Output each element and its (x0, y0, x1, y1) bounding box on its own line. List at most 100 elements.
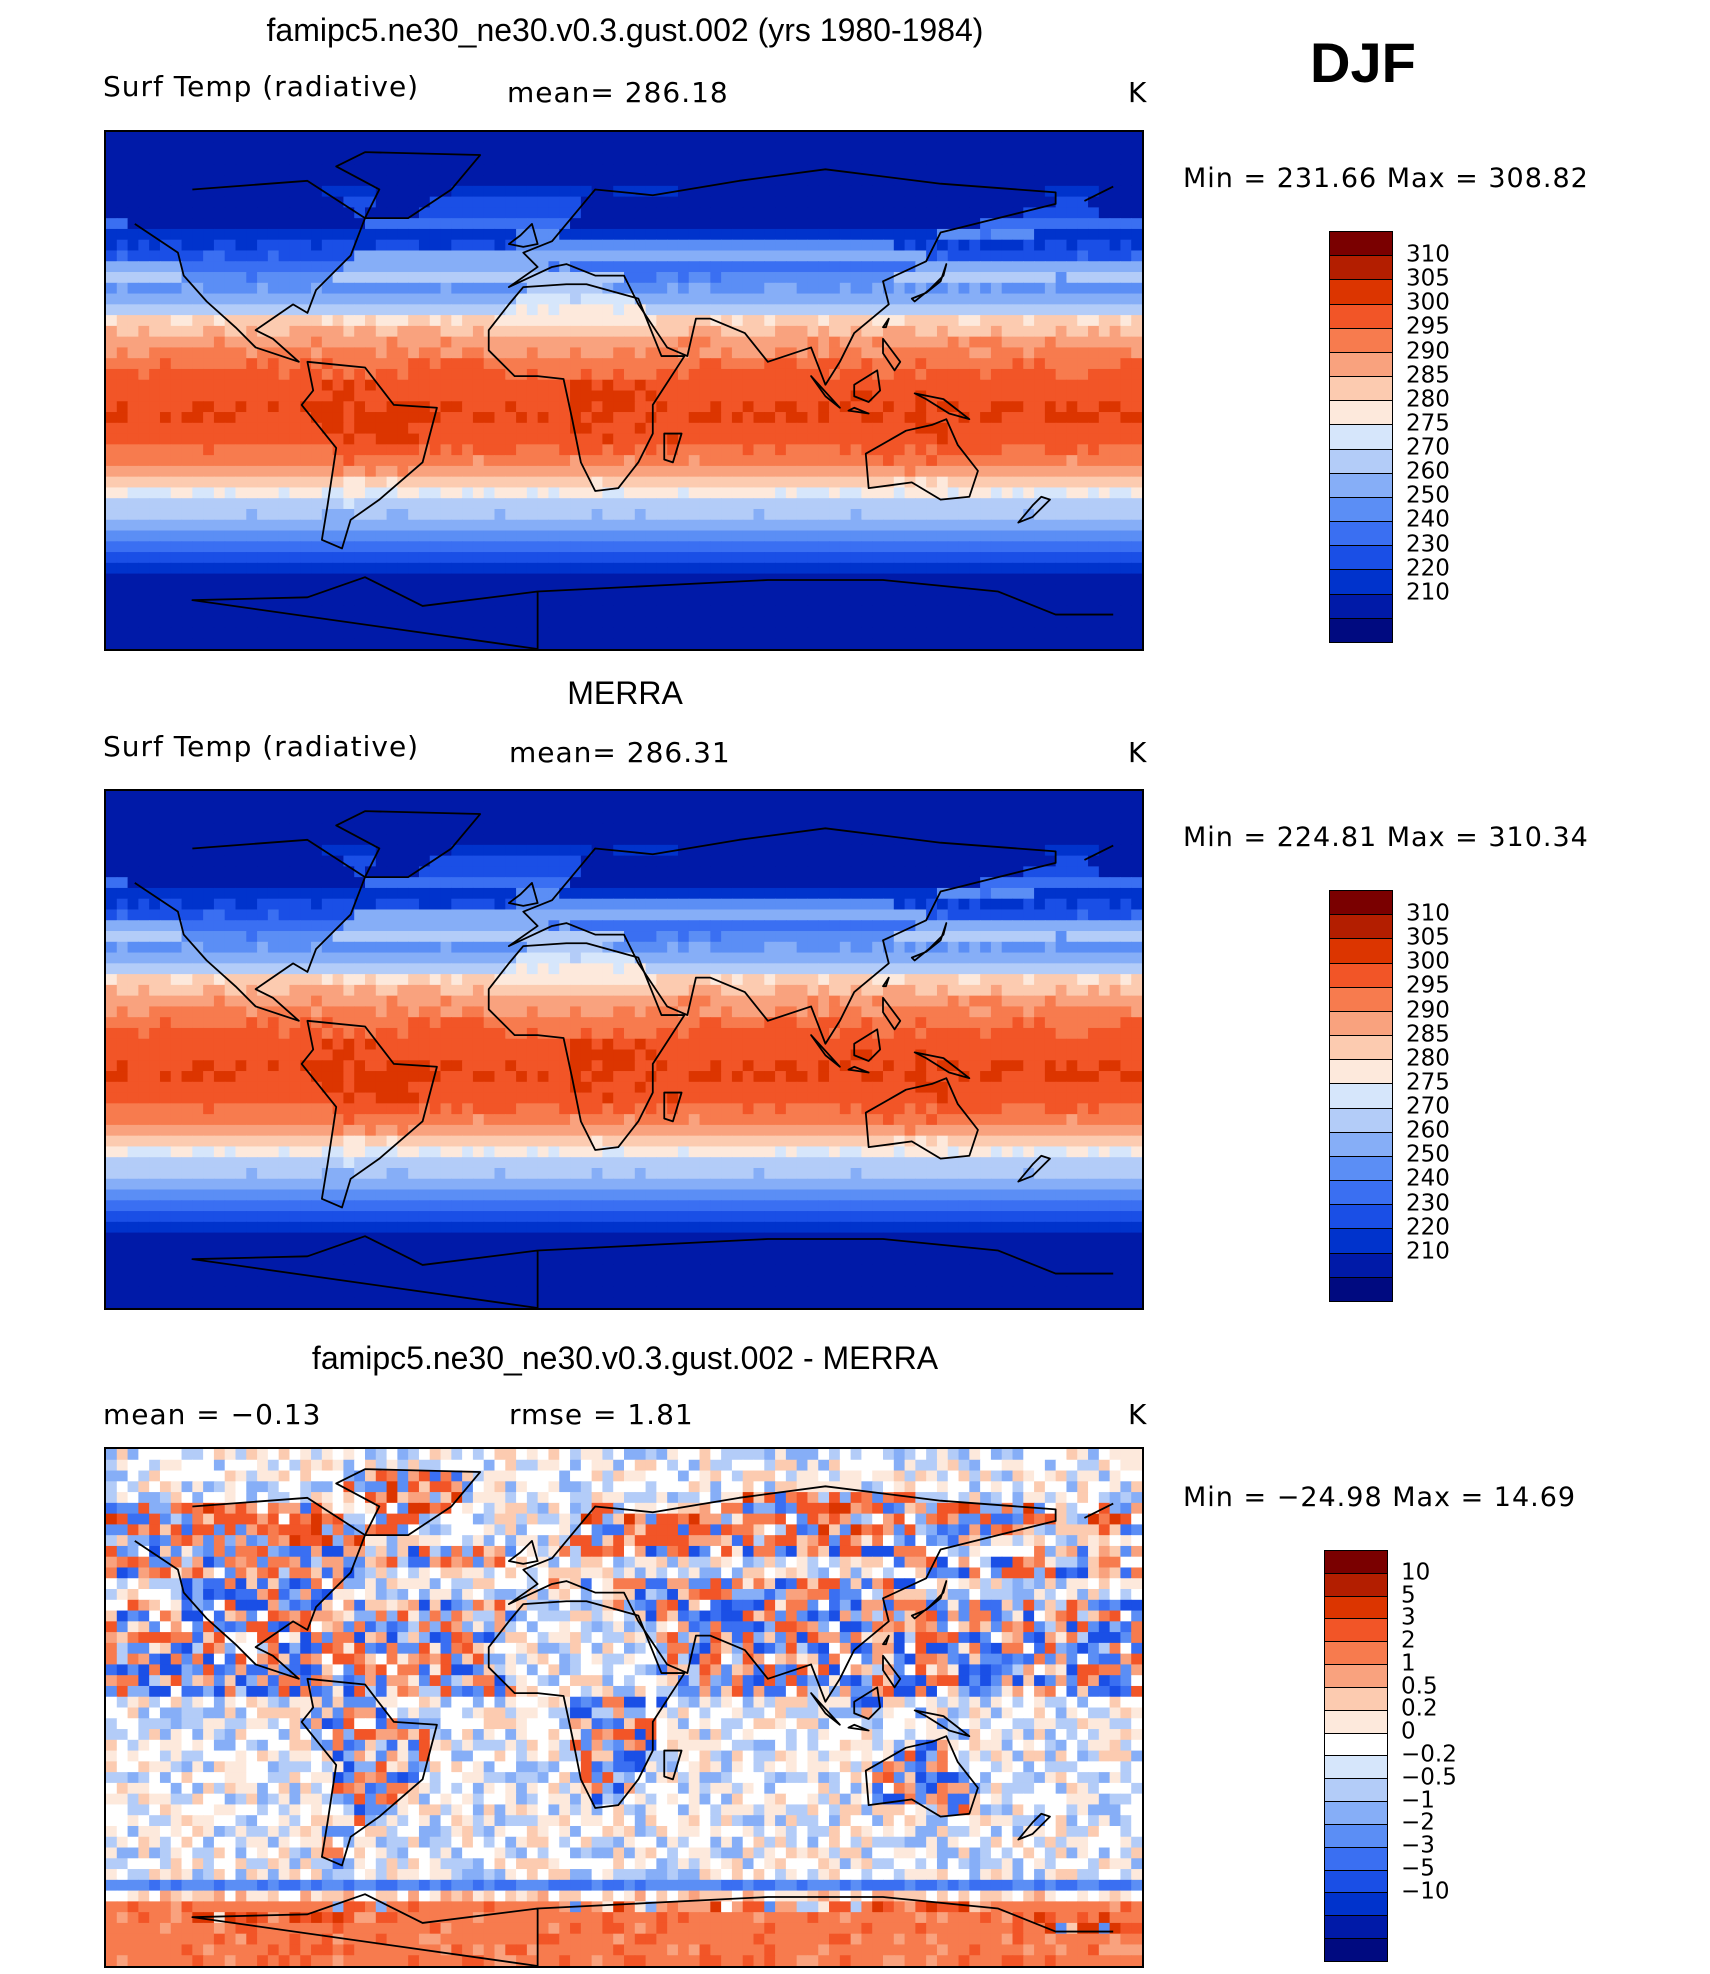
field-cell (969, 250, 981, 262)
field-cell (462, 616, 474, 629)
field-cell (1023, 132, 1035, 144)
field-cell (267, 325, 280, 338)
field-cell (408, 379, 420, 392)
field-cell (548, 390, 560, 402)
field-cell (731, 272, 744, 284)
field-cell (224, 616, 237, 629)
field-cell (829, 791, 841, 803)
field-cell (936, 336, 949, 349)
field-cell (537, 390, 550, 402)
field-cell (1088, 455, 1100, 467)
field-cell (106, 487, 118, 499)
field-cell (138, 315, 150, 327)
field-cell (321, 390, 334, 402)
field-cell (731, 412, 744, 424)
field-cell (106, 304, 118, 316)
field-cell (1044, 196, 1057, 208)
field-cell (807, 325, 819, 338)
field-cell (645, 455, 657, 467)
field-cell (516, 422, 528, 435)
field-cell (505, 336, 517, 349)
field-cell (818, 812, 830, 824)
field-cell (764, 272, 776, 284)
field-cell (203, 368, 215, 381)
field-cell (958, 519, 970, 532)
field-cell (688, 293, 701, 305)
field-cell (721, 562, 733, 575)
field-cell (138, 250, 150, 262)
field-cell (1077, 573, 1089, 585)
field-cell (613, 379, 625, 392)
panel1-colorbar-tick-label: 305 (1406, 265, 1450, 292)
field-cell (634, 595, 647, 607)
field-cell (764, 584, 776, 596)
field-cell (1066, 541, 1078, 553)
field-cell (418, 228, 431, 241)
field-cell (289, 250, 301, 262)
field-cell (300, 379, 312, 392)
field-cell (170, 304, 183, 316)
field-cell (429, 433, 442, 445)
field-cell (526, 412, 539, 424)
field-cell (127, 823, 139, 835)
field-cell (570, 379, 582, 392)
field-cell (397, 401, 409, 413)
field-cell (742, 444, 755, 456)
field-cell (451, 379, 463, 392)
field-cell (580, 530, 593, 542)
field-cell (1066, 573, 1078, 585)
field-cell (818, 153, 830, 165)
field-cell (1077, 282, 1089, 295)
field-cell (1077, 261, 1089, 273)
field-cell (472, 164, 485, 176)
field-cell (591, 552, 604, 564)
field-cell (429, 239, 442, 252)
field-cell (850, 347, 863, 359)
field-cell (505, 153, 517, 165)
field-cell (570, 368, 582, 381)
field-cell (656, 455, 668, 467)
field-cell (440, 573, 452, 585)
field-cell (645, 336, 657, 349)
field-cell (1109, 541, 1122, 553)
field-cell (947, 379, 960, 392)
field-cell (127, 812, 139, 824)
field-cell (883, 627, 895, 639)
field-cell (580, 465, 593, 478)
field-cell (753, 638, 765, 649)
field-cell (246, 228, 258, 241)
panel1-colorbar-swatch (1330, 280, 1392, 305)
field-cell (829, 595, 841, 607)
field-cell (613, 530, 625, 542)
field-cell (904, 444, 916, 456)
field-cell (1098, 325, 1111, 338)
field-cell (213, 823, 226, 835)
field-cell (257, 379, 269, 392)
field-cell (494, 412, 506, 424)
field-cell (602, 347, 614, 359)
field-cell (677, 272, 690, 284)
field-cell (580, 627, 593, 639)
field-cell (332, 132, 345, 144)
field-cell (386, 142, 398, 155)
field-cell (397, 801, 409, 814)
field-cell (1077, 250, 1089, 262)
field-cell (559, 164, 571, 176)
field-cell (106, 605, 118, 618)
field-cell (224, 261, 237, 273)
field-cell (807, 218, 819, 230)
field-cell (559, 444, 571, 456)
field-cell (559, 347, 571, 359)
field-cell (408, 239, 420, 252)
field-cell (397, 358, 409, 370)
field-cell (116, 562, 129, 575)
field-cell (775, 325, 787, 338)
field-cell (936, 801, 949, 814)
field-cell (764, 293, 776, 305)
field-cell (829, 358, 841, 370)
field-cell (375, 142, 388, 155)
field-cell (958, 465, 970, 478)
coastline (487, 283, 686, 492)
field-cell (667, 638, 679, 649)
field-cell (1001, 487, 1014, 499)
